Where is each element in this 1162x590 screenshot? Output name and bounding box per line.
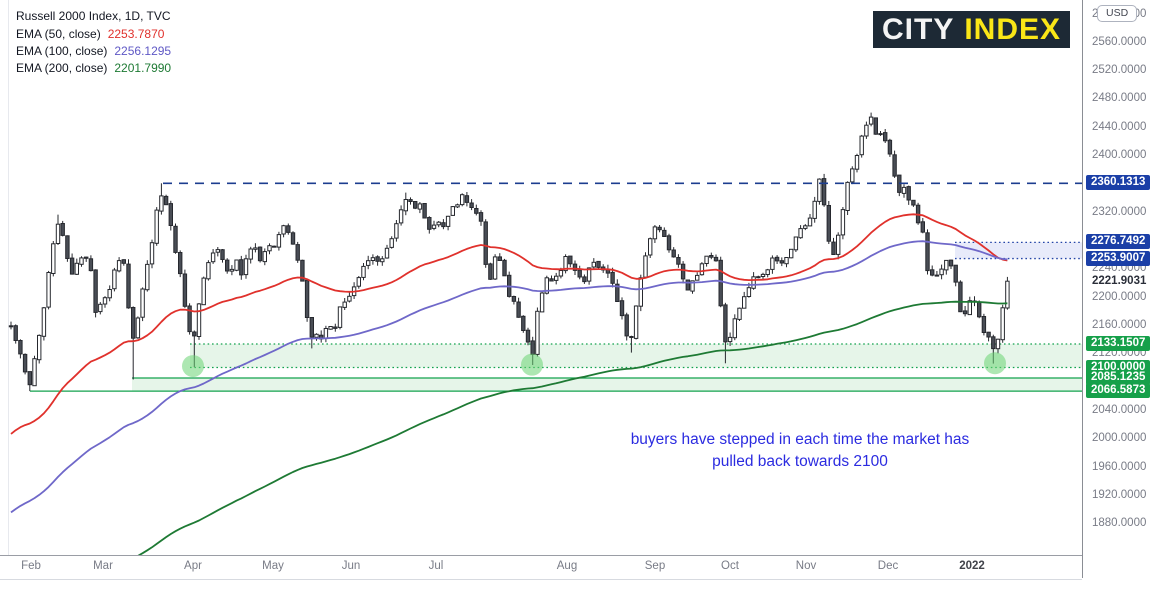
- price-tick-label: 2160.0000: [1092, 319, 1147, 332]
- candles: [8, 112, 1010, 392]
- month-label[interactable]: Nov: [795, 560, 817, 572]
- support-touch-marker-2: [984, 352, 1006, 375]
- price-level-badge: 2253.9007: [1086, 250, 1151, 266]
- price-tick-label: 2520.0000: [1092, 64, 1147, 77]
- logo-city-text: CITY: [882, 12, 955, 46]
- ema50-label: EMA (50, close): [16, 27, 101, 41]
- ema-50-line: [10, 213, 1008, 435]
- city-index-logo: CITY INDEX: [873, 11, 1071, 48]
- price-tick-label: 2560.0000: [1092, 35, 1147, 48]
- month-label[interactable]: Oct: [721, 560, 739, 572]
- ema200-label: EMA (200, close): [16, 61, 108, 75]
- month-label[interactable]: May: [262, 560, 284, 572]
- price-axis[interactable]: USD 2600.00002560.00002520.00002480.0000…: [1082, 0, 1162, 578]
- analyst-annotation: buyers have stepped in each time the mar…: [570, 429, 1030, 474]
- price-tick-label: 2440.0000: [1092, 120, 1147, 133]
- price-tick-label: 1960.0000: [1092, 460, 1147, 473]
- annotation-line1: buyers have stepped in each time the mar…: [630, 431, 970, 448]
- time-axis[interactable]: Feb Mar Apr May Jun Jul Aug Sep Oct Nov Dec 2022: [0, 555, 1082, 580]
- price-level-badge: 2133.1507: [1086, 336, 1151, 352]
- price-tick-label: 2040.0000: [1092, 403, 1147, 416]
- price-tick-label: 1880.0000: [1092, 517, 1147, 530]
- price-tick-label: 2200.0000: [1092, 290, 1147, 303]
- ema100-label: EMA (100, close): [16, 44, 108, 58]
- month-label[interactable]: Apr: [184, 560, 202, 572]
- year-label[interactable]: 2022: [959, 560, 985, 572]
- price-level-badge: 2085.1235: [1086, 370, 1151, 386]
- price-level-badge: 2360.1313: [1086, 175, 1151, 191]
- annotation-line2: pulled back towards 2100: [712, 453, 888, 471]
- price-tick-label: 2400.0000: [1092, 149, 1147, 162]
- month-label[interactable]: Feb: [21, 560, 41, 572]
- price-tick-label: 2000.0000: [1092, 432, 1147, 445]
- ema-100-line: [10, 240, 1008, 514]
- ema100-value: 2256.1295: [114, 44, 172, 58]
- zone-fill-1: [190, 344, 1082, 368]
- indicator-ema100[interactable]: EMA (100, close) 2256.1295: [16, 43, 171, 60]
- symbol-title[interactable]: Russell 2000 Index, 1D, TVC: [16, 9, 171, 23]
- month-label[interactable]: Mar: [93, 560, 113, 572]
- currency-toggle-button[interactable]: USD: [1097, 5, 1138, 22]
- price-tick-label: 2320.0000: [1092, 205, 1147, 218]
- month-label[interactable]: Jul: [428, 560, 444, 572]
- month-label[interactable]: Dec: [877, 560, 899, 572]
- price-level-badge: 2276.7492: [1086, 234, 1151, 250]
- ema200-value: 2201.7990: [114, 61, 172, 75]
- month-label[interactable]: Jun: [341, 560, 361, 572]
- price-tick-label: 1920.0000: [1092, 488, 1147, 501]
- price-tick-label: 2480.0000: [1092, 92, 1147, 105]
- last-price-label: 2221.9031: [1092, 275, 1147, 288]
- indicator-ema200[interactable]: EMA (200, close) 2201.7990: [16, 60, 171, 77]
- month-label[interactable]: Aug: [556, 560, 578, 572]
- ema50-value: 2253.7870: [107, 27, 165, 41]
- ema-200-line: [98, 300, 1008, 578]
- chart-legend: Russell 2000 Index, 1D, TVC EMA (50, clo…: [16, 8, 171, 77]
- indicator-ema50[interactable]: EMA (50, close) 2253.7870: [16, 26, 171, 43]
- logo-index-text: INDEX: [964, 12, 1062, 46]
- price-level-badge: 2066.5873: [1086, 383, 1151, 399]
- zone-fill-2: [132, 378, 1082, 392]
- month-label[interactable]: Sep: [644, 560, 666, 572]
- support-touch-marker-0: [182, 355, 204, 378]
- chart-canvas[interactable]: [0, 0, 1082, 578]
- support-touch-marker-1: [521, 353, 543, 376]
